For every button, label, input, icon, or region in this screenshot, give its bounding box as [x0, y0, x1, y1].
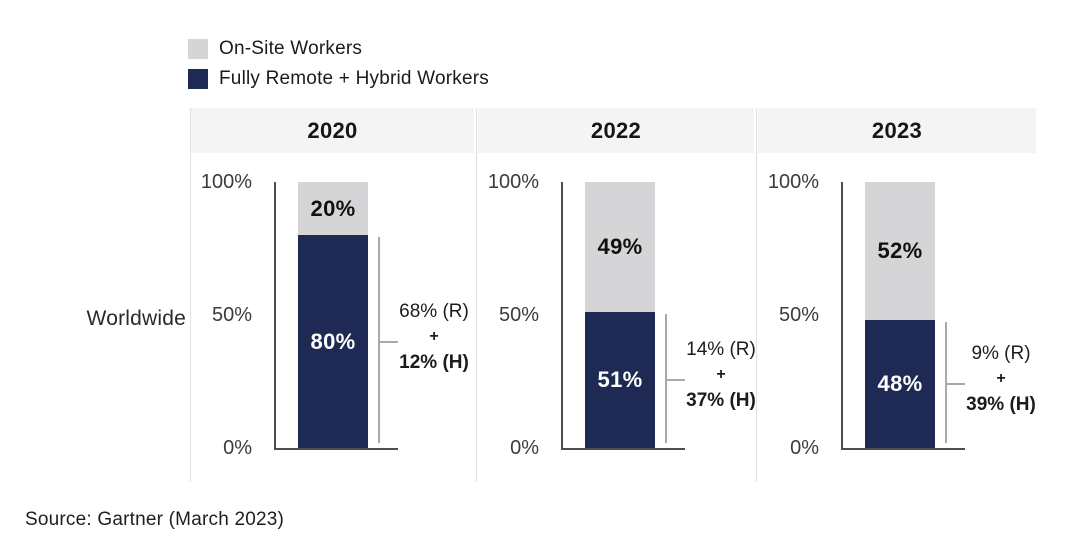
onsite-swatch-icon [188, 39, 208, 59]
year-panel-2022: 2022 100% 50% 0% 49% 51% 14% (R) + 37% (… [477, 108, 757, 484]
legend-label-remote-hybrid: Fully Remote + Hybrid Workers [219, 68, 489, 89]
bar-segment-onsite: 52% [865, 182, 935, 321]
ytick-0: 0% [790, 437, 819, 459]
annotation-bracket-line [378, 237, 380, 443]
annotation-hybrid-value: 39% (H) [966, 394, 1036, 416]
annotation-breakdown: 68% (R) + 12% (H) [382, 298, 486, 376]
bar-segment-remote-label: 48% [877, 371, 923, 397]
remote-hybrid-swatch-icon [188, 69, 208, 89]
legend: On-Site Workers Fully Remote + Hybrid Wo… [188, 38, 489, 90]
legend-item-onsite: On-Site Workers [188, 38, 489, 60]
ytick-0: 0% [510, 437, 539, 459]
annotation-hybrid-value: 37% (H) [686, 390, 756, 412]
y-axis-line [841, 182, 843, 450]
bar-segment-remote-label: 80% [310, 328, 356, 354]
annotation-breakdown: 14% (R) + 37% (H) [669, 336, 773, 414]
y-axis-line [561, 182, 563, 450]
annotation-bracket-line [945, 322, 947, 443]
panel-separator [190, 108, 191, 482]
annotation-remote-value: 9% (R) [971, 343, 1031, 365]
bar-segment-remote: 51% [585, 312, 655, 448]
bar-segment-remote: 80% [298, 235, 368, 448]
y-axis-line [274, 182, 276, 450]
annotation-bracket-tick [667, 379, 685, 382]
bar-segment-onsite-label: 49% [597, 234, 643, 260]
year-panel-2020: 2020 100% 50% 0% 20% 80% 68% (R) + 12% (… [190, 108, 477, 484]
ytick-100: 100% [767, 171, 819, 193]
bar-segment-onsite: 49% [585, 182, 655, 313]
x-axis-line [561, 448, 685, 450]
bar-segment-onsite-label: 20% [310, 195, 356, 221]
year-header: 2020 [191, 108, 474, 153]
bar-segment-remote-label: 51% [597, 367, 643, 393]
x-axis-line [274, 448, 398, 450]
stacked-bar: 52% 48% [865, 182, 935, 448]
ytick-0: 0% [223, 437, 252, 459]
annotation-bracket-tick [947, 383, 965, 386]
year-header: 2023 [758, 108, 1036, 153]
annotation-remote-value: 14% (R) [686, 339, 756, 361]
stacked-bar: 49% 51% [585, 182, 655, 448]
annotation-bracket-line [665, 314, 667, 443]
annotation-bracket-tick [380, 340, 398, 343]
x-axis-line [841, 448, 965, 450]
source-text: Source: Gartner (March 2023) [25, 509, 285, 530]
stacked-bar: 20% 80% [298, 182, 368, 448]
panel-separator [476, 108, 477, 482]
annotation-breakdown: 9% (R) + 39% (H) [949, 340, 1053, 418]
row-label-worldwide: Worldwide [86, 307, 186, 330]
ytick-50: 50% [778, 304, 819, 326]
annotation-plus: + [996, 370, 1006, 388]
bar-segment-onsite-label: 52% [877, 238, 923, 264]
ytick-50: 50% [211, 304, 252, 326]
annotation-hybrid-value: 12% (H) [399, 351, 469, 373]
bar-segment-remote: 48% [865, 320, 935, 448]
annotation-plus: + [429, 327, 439, 345]
year-panel-2023: 2023 100% 50% 0% 52% 48% 9% (R) + 39% (H… [757, 108, 1036, 484]
annotation-remote-value: 68% (R) [399, 300, 469, 322]
panel-separator [756, 108, 757, 482]
legend-label-onsite: On-Site Workers [219, 38, 363, 59]
bar-segment-onsite: 20% [298, 182, 368, 236]
ytick-100: 100% [487, 171, 539, 193]
ytick-100: 100% [200, 171, 252, 193]
ytick-50: 50% [498, 304, 539, 326]
annotation-plus: + [716, 366, 726, 384]
legend-item-remote-hybrid: Fully Remote + Hybrid Workers [188, 68, 489, 90]
year-header: 2022 [478, 108, 754, 153]
